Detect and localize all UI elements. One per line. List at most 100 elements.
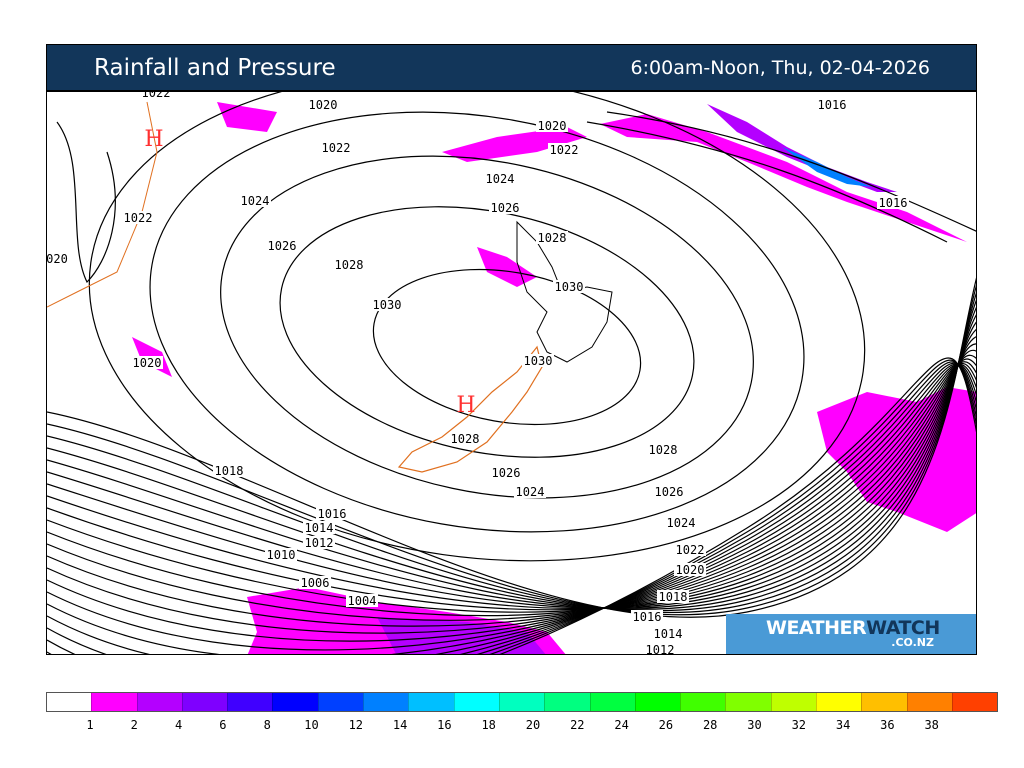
label-bg [674,543,706,556]
isobar-label: 1022 [142,92,171,100]
forecast-period: 6:00am-Noon, Thu, 02-04-2026 [630,57,930,79]
isobar [47,285,976,616]
legend-swatch [725,693,771,711]
legend-tick: 12 [348,718,364,732]
legend-swatch [227,693,273,711]
isobar [606,111,976,232]
isobar-label: 1018 [215,464,244,478]
label-bg [122,211,154,224]
legend-swatch [770,693,817,711]
isobar [47,349,976,617]
label-bg [490,466,522,479]
north-island-coastline [516,220,613,363]
pressure-map: 1022 1020 1022 1020 1022 1016 1016 1024 1026 1028… [47,92,976,654]
isobar-label: 1026 [492,466,521,480]
legend-swatch [363,693,409,711]
legend-tick: 2 [130,718,138,732]
legend-swatch [272,693,318,711]
map-frame: Rainfall and Pressure 6:00am-Noon, Thu, … [46,44,977,655]
label-bg [371,298,403,311]
isobar [47,354,976,621]
isobar-label: 1020 [133,356,162,370]
isobar-label: 1020 [538,119,567,133]
label-bg [265,548,297,561]
header-bar: Rainfall and Pressure 6:00am-Noon, Thu, … [47,45,976,92]
isobar-label: 1024 [516,485,545,499]
isobar-label: 1026 [655,485,684,499]
label-bg [548,143,580,156]
isobar [499,357,976,654]
legend-swatch [408,693,454,711]
rainfall-color-legend [46,692,999,712]
legend-swatch [47,693,92,711]
isobar-label: 1030 [373,298,402,312]
isobar [47,359,976,654]
isobar-label: 1016 [633,610,662,624]
rain-area [707,104,897,192]
label-bg [140,92,172,99]
label-bg [266,239,298,252]
label-bg [514,485,546,498]
legend-swatch [453,693,499,711]
high-pressure-marker: H [456,393,475,418]
isobar [56,121,116,284]
isobar [279,206,695,458]
legend-tick: 36 [880,718,895,732]
rain-area [217,102,277,132]
label-bg [346,594,378,607]
isobar-label: 1016 [318,507,347,521]
label-bg [877,196,909,209]
label-bg [299,576,331,589]
label-bg [449,432,481,445]
isobar-label: 1020 [676,563,705,577]
weatherwatch-logo[interactable]: WEATHERWATCH .CO.NZ [726,614,976,654]
label-bg [631,610,663,623]
legend-swatch [816,693,862,711]
legend-tick: 20 [525,718,541,732]
label-bg [553,280,585,293]
isobar-label: 1028 [538,231,567,245]
isobar-label: 1024 [667,516,696,530]
isobar-labels: 1022 1020 1022 1020 1022 1016 1016 1024 1026 1028… [47,92,909,654]
label-bg [307,98,339,111]
legend-tick: 34 [835,718,851,732]
isobar-label: 1014 [305,521,334,535]
isobar-label: 1028 [451,432,480,446]
isobar-label: 1028 [649,443,678,457]
label-bg [333,258,365,271]
isobar [47,321,976,609]
isobar [47,277,976,618]
legend-tick: 10 [304,718,319,732]
legend-tick: 38 [924,718,939,732]
label-bg [536,119,568,132]
isobar-label: 020 [47,252,68,266]
legend-swatch [181,693,228,711]
label-bg [131,356,163,369]
isobar [372,268,642,426]
legend-tick: 26 [658,718,674,732]
map-title: Rainfall and Pressure [94,55,336,81]
isobar [47,314,976,609]
legend-swatch [498,693,545,711]
high-markers: HH [144,127,475,418]
isobar-label: 1016 [818,98,847,112]
label-bg [213,464,245,477]
isobar [47,299,976,612]
isobar-label: 1024 [486,172,515,186]
label-bg [303,521,335,534]
label-bg [657,590,689,603]
legend-tick: 8 [263,718,271,732]
high-pressure-marker: H [144,127,163,152]
legend-tick: 14 [392,718,408,732]
isobar [47,361,976,654]
label-bg [665,516,697,529]
isobar [149,111,805,533]
label-bg [484,172,516,185]
legend-tick: 1 [86,718,94,732]
label-bg [674,563,706,576]
legend-swatch [589,693,635,711]
isobar-label: 1026 [491,201,520,215]
label-bg [239,194,271,207]
legend-tick: 32 [791,718,807,732]
legend-swatch [680,693,726,711]
